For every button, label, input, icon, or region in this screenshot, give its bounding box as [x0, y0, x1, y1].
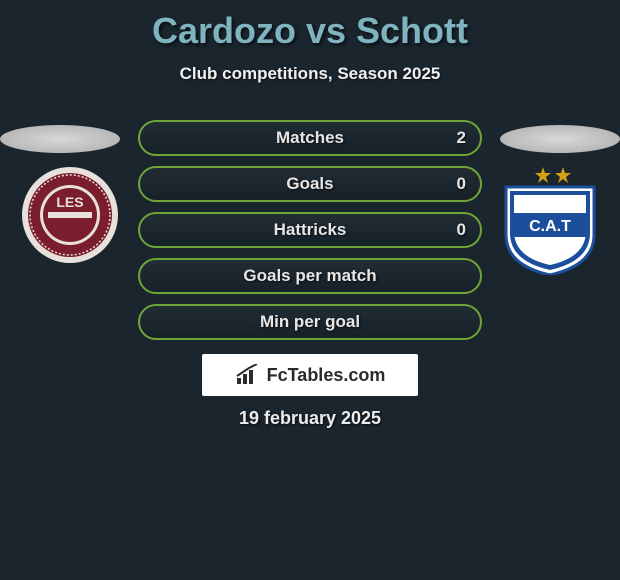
page-subtitle: Club competitions, Season 2025 [0, 64, 620, 84]
stat-label: Min per goal [260, 312, 360, 332]
stat-row-goals-per-match: Goals per match [138, 258, 482, 294]
stat-row-hattricks: Hattricks 0 [138, 212, 482, 248]
stat-label: Goals [286, 174, 333, 194]
stat-row-goals: Goals 0 [138, 166, 482, 202]
stat-row-matches: Matches 2 [138, 120, 482, 156]
player-avatar-right [500, 125, 620, 153]
chart-icon [235, 364, 261, 386]
stats-panel: Matches 2 Goals 0 Hattricks 0 Goals per … [138, 120, 482, 350]
stat-label: Goals per match [243, 266, 376, 286]
svg-text:LES: LES [56, 194, 83, 210]
club-badge-right: C.A.T [500, 165, 600, 265]
stat-label: Hattricks [274, 220, 347, 240]
stat-value: 2 [457, 128, 466, 148]
brand-watermark: FcTables.com [202, 354, 418, 396]
stat-value: 0 [457, 220, 466, 240]
lanus-badge-icon: LES [20, 165, 120, 265]
stat-value: 0 [457, 174, 466, 194]
player-avatar-left [0, 125, 120, 153]
page-title: Cardozo vs Schott [0, 0, 620, 52]
h2h-infographic: Cardozo vs Schott Club competitions, Sea… [0, 0, 620, 580]
stat-row-min-per-goal: Min per goal [138, 304, 482, 340]
svg-text:C.A.T: C.A.T [529, 218, 571, 235]
brand-text: FcTables.com [267, 365, 386, 386]
talleres-badge-icon: C.A.T [500, 165, 600, 275]
club-badge-left: LES [20, 165, 120, 265]
date-text: 19 february 2025 [0, 408, 620, 429]
stat-label: Matches [276, 128, 344, 148]
